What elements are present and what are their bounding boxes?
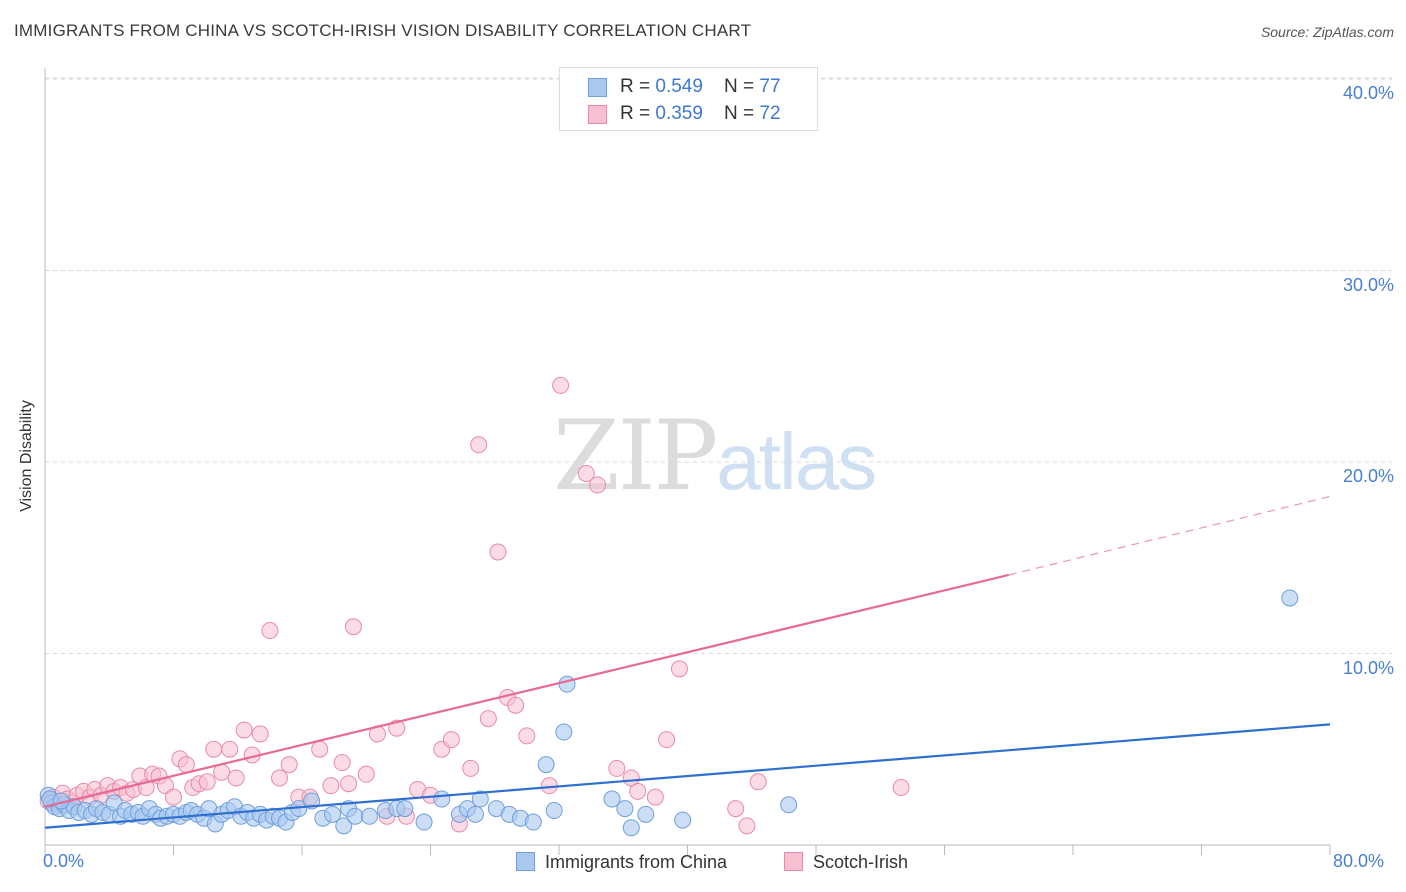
china-trend-line: [44, 723, 1331, 829]
bottom-legend-scotch: Scotch-Irish: [784, 852, 908, 873]
scotch-irish-point: [261, 622, 279, 640]
china-point: [603, 790, 621, 808]
bottom-legend-swatch-scotch: [784, 852, 803, 871]
correlation-legend: R = 0.549 N = 77 R = 0.359 N = 72: [559, 67, 818, 131]
china-point: [324, 805, 342, 823]
scotch-irish-point: [177, 756, 195, 774]
scotch-irish-point: [479, 710, 497, 728]
china-point: [780, 796, 798, 814]
legend-r-value-china: 0.549: [655, 76, 703, 97]
scotch-irish-point: [518, 727, 536, 745]
scotch-irish-point: [629, 782, 647, 800]
scotch-irish-point: [251, 725, 269, 743]
china-point: [433, 790, 451, 808]
legend-r-label: R =: [620, 103, 656, 124]
scotch-irish-point: [670, 660, 688, 678]
china-point: [335, 817, 353, 835]
bottom-legend-swatch-china: [516, 852, 535, 871]
scotch-irish-point: [344, 618, 362, 636]
china-point: [396, 800, 414, 818]
scotch-irish-point: [205, 740, 223, 758]
china-point: [346, 807, 364, 825]
china-point: [558, 675, 576, 693]
bottom-legend-label-scotch: Scotch-Irish: [813, 852, 909, 872]
china-point: [466, 805, 484, 823]
scotch-irish-point: [507, 696, 525, 714]
scotch-irish-point: [442, 731, 460, 749]
scotch-irish-point: [749, 773, 767, 791]
scotch-irish-point: [357, 765, 375, 783]
legend-swatch-scotch: [588, 105, 607, 124]
china-points: [39, 589, 1299, 837]
legend-n-label: N =: [724, 103, 760, 124]
china-point: [674, 811, 692, 829]
scotch-irish-trend-line: [44, 573, 1010, 808]
scotch-irish-point: [658, 731, 676, 749]
scotch-irish-point: [322, 777, 340, 795]
scotch-irish-point: [165, 788, 182, 806]
scotch-irish-point: [577, 464, 595, 482]
legend-r-value-scotch: 0.359: [655, 103, 703, 124]
axis-layer: [44, 68, 1331, 855]
legend-r-label: R =: [620, 76, 656, 97]
china-point: [360, 807, 378, 825]
y-tick-label: 20.0%: [1342, 466, 1394, 486]
china-point: [545, 802, 563, 820]
bottom-legend-label-china: Immigrants from China: [545, 852, 728, 872]
chart-title: IMMIGRANTS FROM CHINA VS SCOTCH-IRISH VI…: [14, 21, 752, 40]
china-point: [1281, 589, 1299, 607]
watermark: ZIPatlas: [553, 400, 877, 512]
scotch-irish-point: [221, 740, 239, 758]
bottom-legend-china: Immigrants from China: [516, 852, 727, 873]
china-point: [524, 813, 542, 831]
scotch-irish-point: [608, 759, 626, 777]
x-tick-min: 0.0%: [43, 851, 85, 871]
scotch-irish-point: [235, 721, 253, 739]
y-tick-label: 30.0%: [1342, 274, 1394, 295]
grid-layer: [45, 77, 1392, 654]
legend-n-value-scotch: 72: [759, 103, 781, 124]
scotch-irish-point: [280, 756, 298, 774]
x-tick-max: 80.0%: [1333, 851, 1385, 871]
china-point: [616, 800, 634, 818]
scotch-irish-points: [39, 376, 910, 835]
scotch-irish-point: [198, 773, 216, 791]
watermark-zip: ZIP: [553, 400, 718, 512]
china-point: [622, 819, 640, 837]
y-tick-label: 40.0%: [1342, 83, 1394, 103]
scotch-irish-point: [462, 759, 480, 777]
scotch-irish-point: [892, 779, 910, 797]
legend-n-label: N =: [724, 76, 760, 97]
scotch-irish-trend-extension: [1008, 495, 1331, 576]
y-tick-label: 10.0%: [1342, 657, 1394, 678]
source-label: Source: ZipAtlas.com: [1260, 24, 1394, 40]
scotch-irish-point: [738, 817, 756, 835]
china-point: [637, 805, 655, 823]
y-axis-label: Vision Disability: [18, 400, 35, 512]
china-point: [555, 723, 573, 741]
trend-layer: [44, 495, 1331, 829]
scotch-irish-point: [589, 476, 607, 494]
scotch-irish-point: [340, 775, 358, 793]
scotch-irish-point: [727, 800, 745, 818]
china-point: [471, 790, 489, 808]
scotch-irish-point: [552, 376, 570, 394]
china-point: [415, 813, 433, 831]
scotch-irish-point: [271, 769, 289, 787]
scotch-irish-point: [333, 754, 351, 772]
china-point: [537, 756, 555, 774]
scotch-irish-point: [470, 436, 488, 454]
scotch-irish-point: [311, 740, 329, 758]
legend-swatch-china: [588, 78, 607, 97]
legend-n-value-china: 77: [759, 76, 781, 97]
scotch-irish-point: [227, 769, 245, 787]
scotch-irish-point: [489, 543, 507, 561]
scotch-irish-point: [646, 788, 664, 806]
